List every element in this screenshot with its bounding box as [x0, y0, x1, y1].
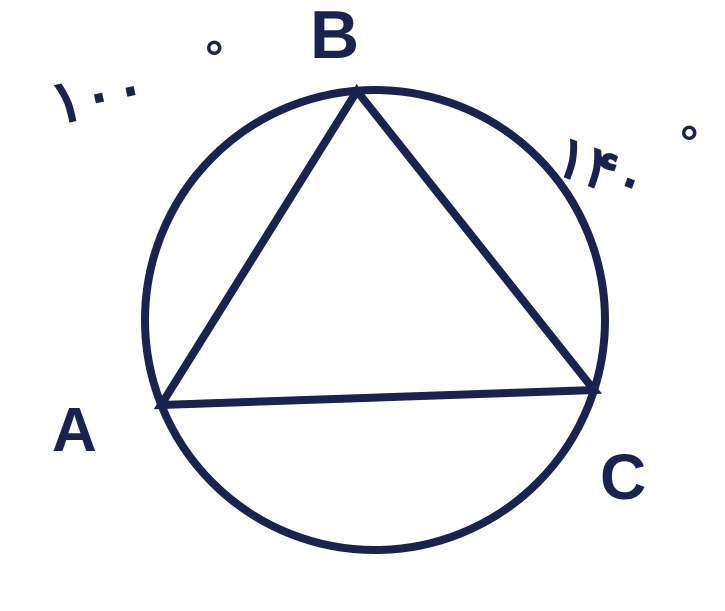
vertex-label-c: C: [600, 440, 646, 514]
vertex-label-a: A: [52, 395, 97, 466]
degree-mark-bc: °: [680, 115, 698, 169]
geometry-diagram: A B C ۱۰۰ ° ۱۴۰ °: [0, 0, 725, 611]
triangle: [161, 91, 594, 405]
degree-mark-ab: °: [205, 30, 223, 84]
vertex-label-b: B: [310, 0, 359, 74]
